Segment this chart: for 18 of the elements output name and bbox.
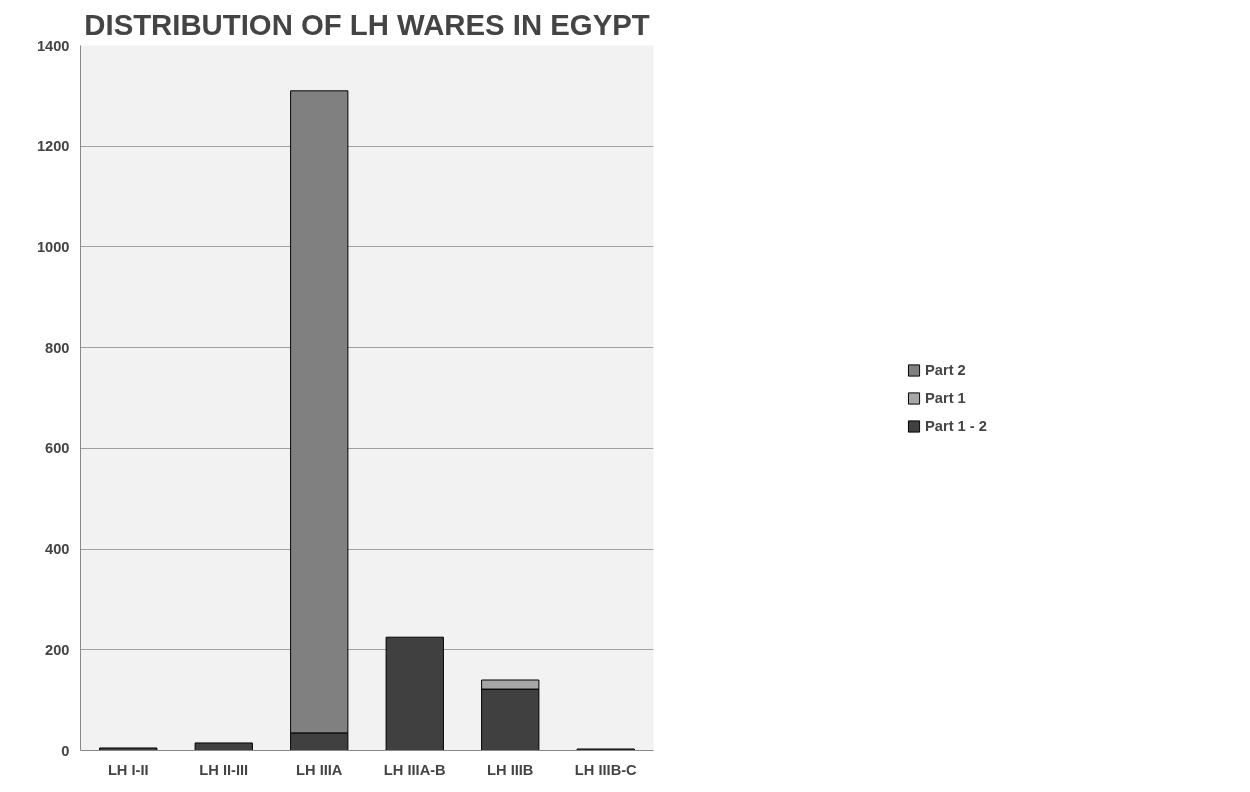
- chart-title: DISTRIBUTION OF LH WARES IN EGYPT: [84, 7, 650, 41]
- y-tick-label: 800: [45, 339, 70, 356]
- x-tick-label: LH IIIA-B: [383, 761, 446, 778]
- y-tick-label: 1400: [36, 37, 70, 54]
- y-tick-label: 600: [45, 440, 70, 457]
- y-tick-label: 400: [45, 541, 70, 558]
- x-tick-label: LH I-II: [107, 761, 149, 778]
- x-tick-label: LH IIIB: [487, 761, 534, 778]
- y-tick-label: 200: [45, 641, 70, 658]
- y-tick-label: 1200: [36, 138, 70, 155]
- legend-label: Part 2: [925, 361, 966, 378]
- x-tick-label: LH IIIA: [296, 761, 343, 778]
- legend-label: Part 1 - 2: [925, 417, 987, 434]
- x-tick-label: LH II-III: [199, 761, 249, 778]
- x-tick-label: LH IIIB-C: [574, 761, 638, 778]
- y-tick-label: 1000: [36, 238, 70, 255]
- legend-label: Part 1: [925, 389, 966, 406]
- y-tick-label: 0: [61, 742, 70, 759]
